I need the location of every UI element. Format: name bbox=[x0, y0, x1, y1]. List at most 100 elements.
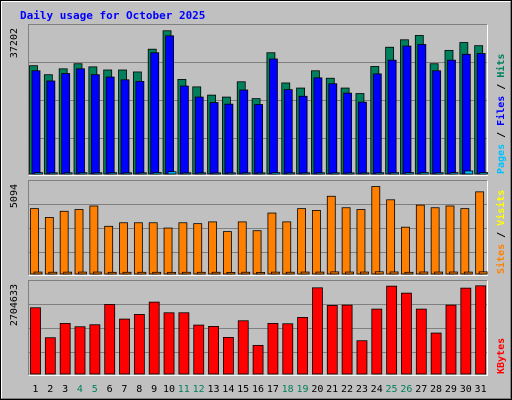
kbytes-bar bbox=[223, 336, 234, 375]
kbytes-bar bbox=[297, 317, 308, 375]
x-axis-day-label: 23 bbox=[356, 384, 368, 395]
pages-bar bbox=[182, 172, 192, 175]
sites-bar bbox=[315, 271, 325, 275]
pages-bar bbox=[241, 172, 251, 175]
visits-bar bbox=[223, 231, 232, 275]
visits-bar bbox=[119, 222, 128, 275]
visits-bar bbox=[133, 222, 143, 275]
legend-sites: Sites bbox=[495, 244, 507, 274]
files-bar bbox=[254, 104, 263, 175]
pages-bar bbox=[152, 172, 162, 175]
files-bar bbox=[313, 77, 323, 175]
files-bar bbox=[328, 83, 338, 175]
files-bar bbox=[447, 59, 456, 175]
visits-bar bbox=[282, 221, 292, 275]
visits-bar bbox=[267, 212, 277, 275]
x-axis-day-label: 27 bbox=[415, 384, 427, 395]
kbytes-bar bbox=[30, 307, 41, 375]
sites-bar bbox=[330, 271, 340, 275]
files-bar bbox=[76, 68, 85, 175]
kbytes-bar bbox=[371, 308, 383, 375]
x-axis-day-label: 28 bbox=[430, 384, 442, 395]
visits-bar bbox=[415, 204, 425, 275]
x-axis-day-label: 2 bbox=[47, 384, 53, 395]
pages-bar bbox=[256, 172, 266, 175]
files-bar bbox=[461, 53, 471, 175]
legend-pages: Pages bbox=[496, 144, 507, 174]
files-bar bbox=[194, 96, 204, 175]
files-bar bbox=[402, 45, 412, 175]
files-bar bbox=[90, 74, 100, 175]
x-axis-day-label: 4 bbox=[77, 384, 83, 395]
kbytes-bar bbox=[445, 304, 457, 375]
x-axis-day-label: 1 bbox=[32, 384, 38, 395]
x-axis-day-label: 21 bbox=[326, 384, 338, 395]
sites-bar bbox=[152, 271, 162, 275]
visits-bar bbox=[297, 208, 306, 275]
pages-bar bbox=[286, 172, 296, 175]
pages-bar bbox=[123, 172, 132, 175]
sites-bar bbox=[241, 271, 251, 275]
x-axis-day-label: 5 bbox=[92, 384, 98, 395]
visits-bar bbox=[356, 209, 366, 275]
x-axis-day-label: 26 bbox=[400, 384, 412, 395]
legend-separator: / bbox=[496, 226, 507, 244]
pages-bar bbox=[34, 172, 43, 175]
files-bar bbox=[46, 80, 56, 175]
pages-bar bbox=[78, 172, 88, 175]
visits-panel-highlight-edge bbox=[28, 180, 488, 276]
files-bar bbox=[165, 35, 174, 175]
sites-bar bbox=[181, 271, 191, 275]
legend-kbytes: KBytes bbox=[496, 338, 507, 374]
sites-bar bbox=[226, 272, 236, 275]
sites-bar bbox=[389, 271, 399, 275]
pages-bar bbox=[449, 172, 459, 175]
legend-files: Files bbox=[495, 96, 507, 126]
pages-bar bbox=[345, 172, 355, 175]
files-bar bbox=[135, 80, 145, 175]
kbytes-bar bbox=[282, 323, 294, 375]
x-axis-day-label: 7 bbox=[121, 384, 127, 395]
files-bar bbox=[31, 70, 41, 175]
kbytes-bar bbox=[104, 304, 116, 375]
sites-bar bbox=[63, 271, 73, 275]
pages-bar bbox=[360, 172, 370, 175]
chart-title: Daily usage for October 2025 bbox=[20, 9, 205, 22]
sites-bar bbox=[345, 271, 355, 275]
sites-bar bbox=[463, 271, 473, 275]
files-bar bbox=[283, 89, 293, 175]
x-axis-day-label: 17 bbox=[267, 384, 279, 395]
pages-bar bbox=[167, 171, 177, 175]
files-bar bbox=[179, 85, 189, 175]
x-axis-day-label: 8 bbox=[136, 384, 142, 395]
files-bar bbox=[298, 95, 308, 175]
files-bar bbox=[372, 73, 382, 175]
pages-bar bbox=[93, 172, 103, 175]
files-bar bbox=[61, 73, 71, 175]
kbytes-bar bbox=[430, 332, 442, 375]
sites-bar bbox=[107, 271, 117, 275]
visits-max-label: 5094 bbox=[9, 184, 20, 208]
sites-bar bbox=[48, 271, 58, 275]
sites-bar bbox=[404, 271, 414, 275]
kbytes-bar bbox=[178, 312, 190, 375]
legend-hits-panel: Pages / Files / Hits bbox=[495, 54, 507, 174]
x-axis-day-label: 25 bbox=[386, 384, 398, 395]
kbytes-bar bbox=[356, 340, 368, 375]
sites-bar bbox=[374, 271, 384, 275]
kbytes-bar bbox=[193, 324, 205, 375]
files-bar bbox=[358, 101, 367, 175]
kbytes-bar bbox=[386, 285, 398, 375]
visits-bar bbox=[74, 209, 84, 275]
legend-kbytes-panel: KBytes bbox=[496, 338, 507, 374]
kbytes-bar bbox=[341, 304, 353, 375]
kbytes-bar bbox=[208, 326, 219, 375]
hits-panel-highlight-edge bbox=[28, 24, 488, 176]
files-bar bbox=[209, 102, 219, 175]
kbytes-bar bbox=[401, 292, 412, 375]
kbytes-bar bbox=[119, 318, 130, 375]
visits-bar bbox=[401, 226, 410, 275]
